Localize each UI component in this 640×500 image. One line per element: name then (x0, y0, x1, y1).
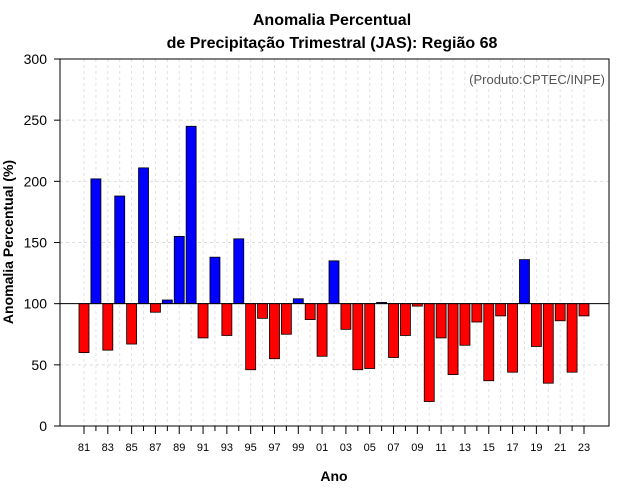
bar-17 (507, 303, 518, 373)
bar-94 (233, 238, 245, 305)
bar-23 (578, 303, 590, 317)
bar-16 (495, 303, 507, 317)
bar-00 (304, 303, 316, 320)
bar-10 (423, 303, 435, 402)
x-tick-label-21: 21 (554, 442, 566, 454)
y-axis-title: Anomalia Percentual (%) (0, 160, 16, 324)
bar-97 (269, 303, 280, 360)
bar-15 (483, 303, 495, 382)
bar-82 (90, 178, 102, 305)
x-tick-label-05: 05 (364, 442, 376, 454)
bar-98 (280, 303, 292, 335)
bar-07 (388, 303, 399, 358)
x-tick-label-13: 13 (459, 442, 471, 454)
y-tick-label-100: 100 (24, 296, 48, 312)
bar-20 (542, 303, 554, 384)
bar-81 (78, 303, 90, 353)
x-tick-label-23: 23 (578, 442, 590, 454)
bar-04 (352, 303, 364, 371)
x-axis-title: Ano (320, 468, 347, 484)
x-tick-label-85: 85 (125, 442, 137, 454)
x-tick-label-89: 89 (173, 442, 185, 454)
bar-92 (209, 256, 221, 305)
bar-84 (114, 195, 126, 305)
bar-01 (316, 303, 328, 357)
bar-91 (197, 303, 209, 339)
y-tick-label-0: 0 (39, 418, 47, 434)
bar-96 (257, 303, 268, 319)
bar-02 (328, 260, 340, 305)
x-axis: 81 83 85 87 89 91 93 95 97 99 01 03 05 07 09 11 13 15 17 19… (78, 426, 590, 454)
x-tick-label-15: 15 (483, 442, 495, 454)
y-tick-label-150: 150 (24, 235, 48, 251)
bar-89 (173, 235, 185, 305)
bar-83 (102, 303, 114, 351)
y-axis: 0 50 100 150 200 250 300 (24, 51, 60, 434)
bar-18 (519, 259, 530, 305)
bar-05 (364, 303, 376, 369)
bar-99 (292, 298, 304, 305)
chart-subtitle: de Precipitação Trimestral (JAS): Região… (167, 35, 498, 52)
x-tick-label-83: 83 (102, 442, 114, 454)
x-tick-label-81: 81 (78, 442, 90, 454)
bar-85 (126, 303, 138, 345)
bar-88 (161, 299, 173, 305)
y-tick-label-300: 300 (24, 51, 48, 67)
bar-90 (185, 125, 197, 305)
bar-14 (471, 303, 483, 323)
bar-11 (435, 303, 447, 339)
bar-03 (340, 303, 352, 330)
bar-87 (150, 303, 161, 313)
bar-19 (530, 303, 542, 347)
x-tick-label-93: 93 (221, 442, 233, 454)
bar-series (78, 125, 590, 402)
y-tick-label-50: 50 (31, 357, 47, 373)
x-tick-label-11: 11 (435, 442, 446, 454)
x-tick-label-95: 95 (245, 442, 257, 454)
x-tick-label-07: 07 (387, 442, 399, 454)
x-tick-label-03: 03 (340, 442, 352, 454)
x-tick-label-17: 17 (506, 442, 518, 454)
x-tick-label-09: 09 (411, 442, 423, 454)
x-tick-label-87: 87 (149, 442, 161, 454)
source-annotation: (Produto:CPTEC/INPE) (469, 72, 605, 87)
bar-22 (566, 303, 578, 373)
x-tick-label-01: 01 (316, 442, 328, 454)
bar-21 (554, 303, 566, 322)
bar-08 (400, 303, 411, 336)
x-tick-label-91: 91 (197, 442, 209, 454)
x-tick-label-99: 99 (292, 442, 304, 454)
y-tick-label-200: 200 (24, 173, 48, 189)
bar-93 (221, 303, 233, 336)
grid-lines (60, 59, 609, 426)
y-tick-label-250: 250 (24, 112, 48, 128)
bar-13 (459, 303, 471, 346)
x-tick-label-97: 97 (268, 442, 280, 454)
bar-12 (447, 303, 459, 376)
chart-title: Anomalia Percentual (253, 12, 411, 29)
x-tick-label-19: 19 (530, 442, 542, 454)
bar-86 (138, 167, 149, 305)
bar-95 (245, 303, 257, 371)
